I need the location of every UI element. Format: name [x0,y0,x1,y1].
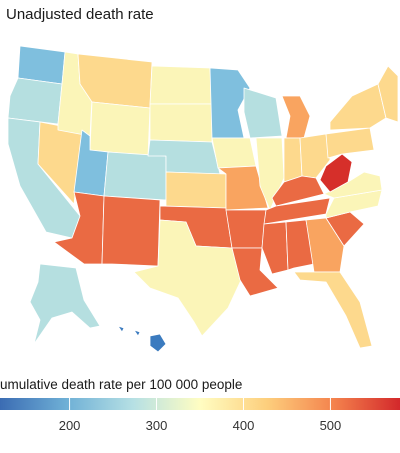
panel-title: Unadjusted death rate [6,6,154,23]
state-oh [299,133,331,179]
state-tx [133,219,243,337]
state-al [285,219,315,271]
legend-colorbar [0,398,400,410]
state-nm [101,195,161,267]
tick-label-500: 500 [319,418,342,433]
legend-title: umulative death rate per 100 000 people [0,377,243,392]
state-new-england [377,65,399,123]
state-wa [17,45,66,85]
state-in [283,137,303,183]
state-co [103,151,167,201]
state-sd [149,103,213,143]
state-ak [29,263,101,345]
state-ia [211,137,257,169]
state-fl [293,271,373,349]
state-pa [325,127,375,159]
state-ar [225,209,267,249]
state-tn [263,197,331,225]
tick-label-200: 200 [58,418,81,433]
colorbar-gradient [0,398,400,410]
state-wi [243,87,283,139]
state-ny [329,83,387,131]
state-mi [281,95,311,139]
us-choropleth-map [7,45,399,353]
state-nd [149,65,213,105]
state-mo [217,165,269,211]
state-or [7,77,63,125]
tick-label-400: 400 [232,418,255,433]
state-wy [89,101,151,157]
state-ks [165,171,227,209]
state-hi [117,325,167,353]
state-ms [261,221,289,275]
tick-label-300: 300 [145,418,168,433]
